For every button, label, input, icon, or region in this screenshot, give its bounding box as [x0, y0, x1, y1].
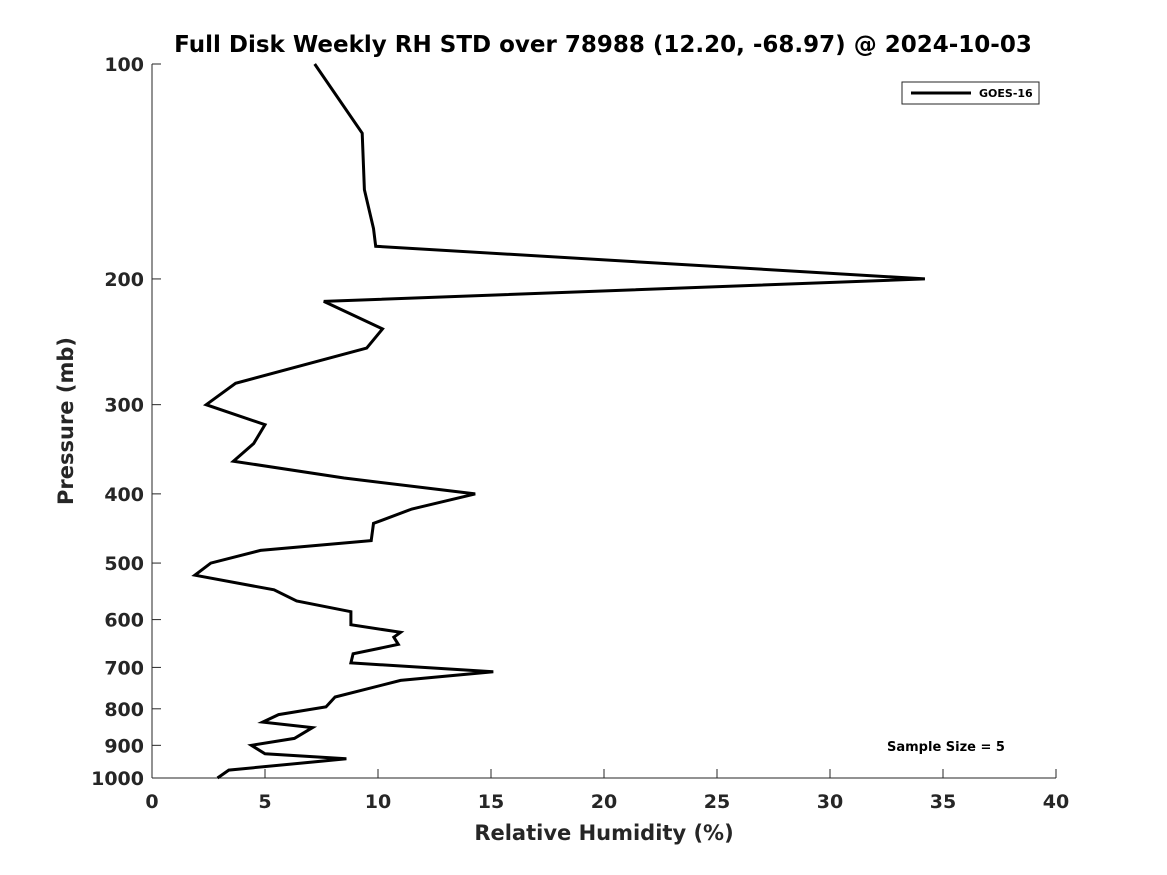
x-tick-label: 20 [591, 791, 617, 813]
y-tick-label: 400 [104, 484, 144, 506]
x-tick-label: 15 [478, 791, 504, 813]
x-axis: 0 5 10 15 20 25 30 35 40 [145, 769, 1069, 813]
x-tick-label: 40 [1043, 791, 1069, 813]
x-tick-label: 30 [817, 791, 843, 813]
y-tick-label: 200 [104, 269, 144, 291]
legend-entry-goes-16: GOES-16 [979, 87, 1033, 100]
legend: GOES-16 [901, 81, 1040, 105]
x-axis-label: Relative Humidity (%) [474, 821, 733, 845]
y-axis-label: Pressure (mb) [54, 337, 78, 505]
plot-area [152, 64, 1056, 778]
y-tick-label: 600 [104, 610, 144, 632]
x-tick-label: 25 [704, 791, 730, 813]
x-tick-label: 0 [145, 791, 158, 813]
y-tick-label: 300 [104, 395, 144, 417]
x-tick-label: 35 [930, 791, 956, 813]
x-tick-label: 5 [258, 791, 271, 813]
y-tick-label: 900 [104, 735, 144, 757]
y-axis: 100 200 300 400 500 600 700 800 900 1000 [91, 54, 161, 790]
x-tick-label: 10 [365, 791, 391, 813]
y-tick-label: 500 [104, 553, 144, 575]
y-tick-label: 800 [104, 699, 144, 721]
chart-title: Full Disk Weekly RH STD over 78988 (12.2… [174, 32, 1032, 58]
y-tick-label: 1000 [91, 768, 144, 790]
y-tick-label: 100 [104, 54, 144, 76]
series-line-goes-16 [191, 63, 925, 780]
y-tick-label: 700 [104, 657, 144, 679]
series-layer [191, 63, 925, 780]
sample-size-annotation: Sample Size = 5 [887, 740, 1005, 755]
plot-background [152, 64, 1056, 778]
